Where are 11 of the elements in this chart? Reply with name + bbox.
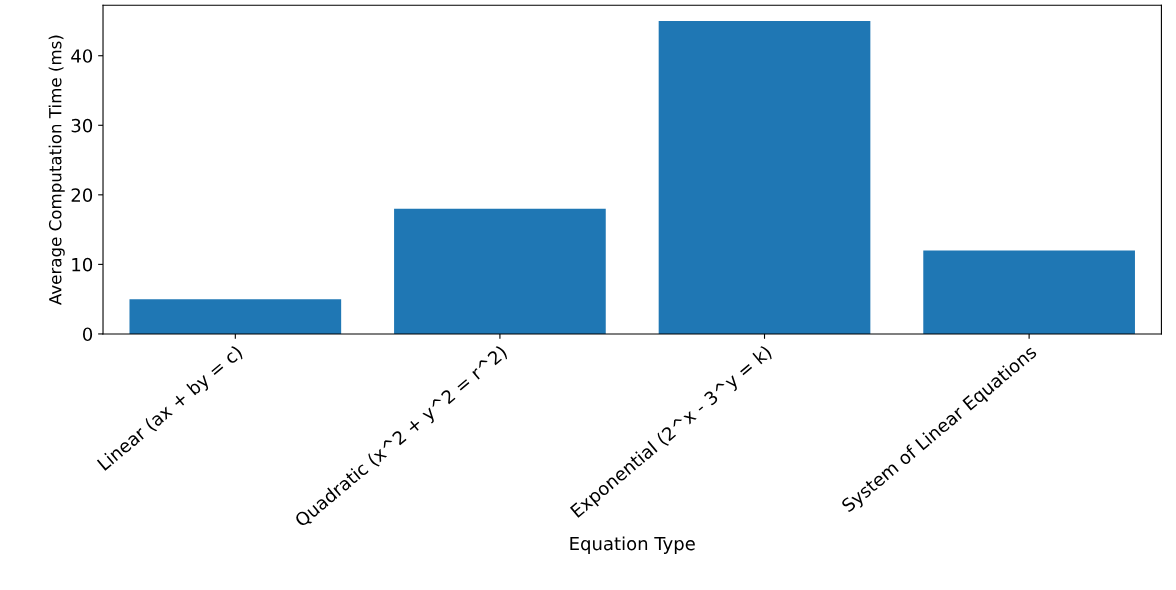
bar <box>394 208 606 334</box>
bar <box>923 250 1135 334</box>
y-tick-label: 10 <box>72 257 93 272</box>
bar <box>658 20 871 334</box>
y-axis-title: Average Computation Time (ms) <box>48 35 65 305</box>
y-tick-label: 0 <box>83 327 93 342</box>
x-axis-title: Equation Type <box>570 536 695 554</box>
y-tick-label: 20 <box>71 188 93 202</box>
bar <box>129 299 342 334</box>
y-tick-label: 30 <box>71 118 93 133</box>
y-tick-label: 40 <box>71 49 93 63</box>
